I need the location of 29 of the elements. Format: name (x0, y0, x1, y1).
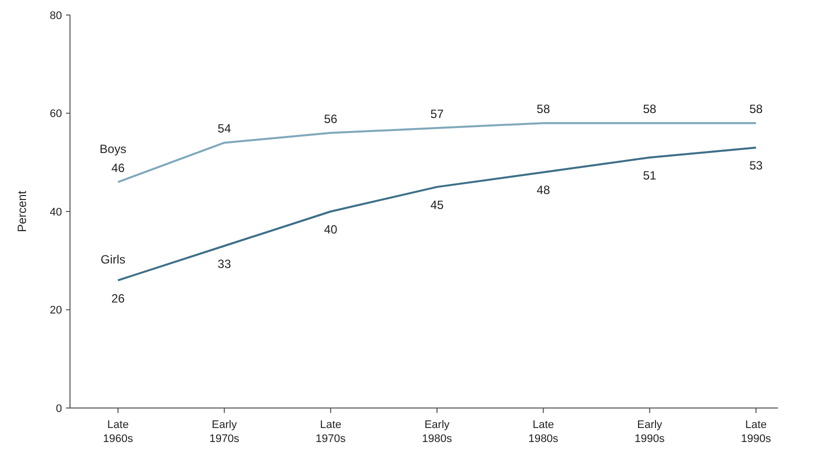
data-label: 51 (642, 168, 657, 182)
data-label: 48 (536, 183, 550, 198)
x-tick-label: Early 1990s (634, 419, 666, 445)
x-tick-label: Late 1980s (528, 419, 559, 445)
x-tick-label: Late 1970s (316, 419, 346, 445)
y-axis-title: Percent (15, 190, 29, 232)
y-tick-label: 20 (50, 304, 62, 317)
y-tick-label: 40 (50, 206, 62, 218)
data-label: 57 (430, 106, 444, 121)
data-label: 45 (430, 198, 444, 212)
data-label: 53 (749, 158, 763, 173)
data-label: 33 (218, 256, 232, 271)
data-label: 40 (324, 222, 338, 236)
data-label: 58 (536, 102, 550, 116)
data-label: 58 (642, 102, 657, 116)
x-tick-label: Early 1970s (209, 419, 240, 445)
data-label: 46 (111, 161, 125, 176)
y-tick-label: 0 (56, 402, 62, 415)
y-tick-label: 80 (50, 10, 62, 22)
data-label: 54 (218, 122, 232, 136)
data-label: 58 (749, 102, 763, 116)
series-label: Girls (100, 252, 126, 266)
x-tick-label: Late 1990s (741, 419, 772, 445)
data-label: 26 (111, 291, 125, 306)
x-tick-label: Early 1980s (422, 419, 452, 445)
x-tick-label: Late 1960s (103, 419, 134, 445)
y-tick-label: 60 (50, 108, 62, 120)
data-label: 56 (324, 112, 338, 126)
series-label: Boys (100, 142, 126, 156)
